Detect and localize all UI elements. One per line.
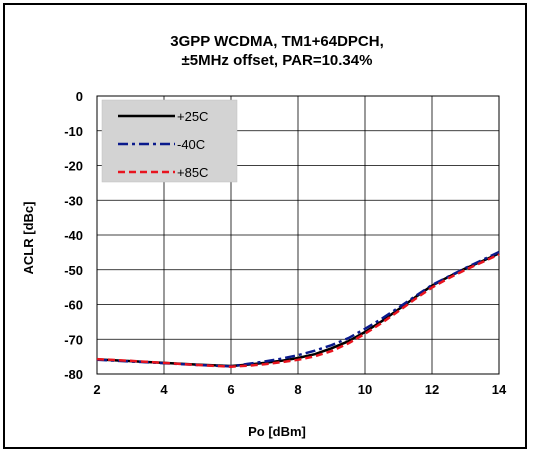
- y-axis-label: ACLR [dBc]: [21, 202, 36, 275]
- series-lines: [96, 250, 500, 368]
- x-tick-label: 4: [160, 382, 168, 397]
- x-tick-label: 6: [227, 382, 234, 397]
- x-axis-label: Po [dBm]: [248, 424, 306, 439]
- x-tick-label: 2: [93, 382, 100, 397]
- legend: +25C -40C +85C: [101, 99, 238, 183]
- y-tick-label: -30: [64, 193, 83, 208]
- y-tick-label: -40: [64, 228, 83, 243]
- chart-frame: 3GPP WCDMA, TM1+64DPCH, ±5MHz offset, PA…: [3, 3, 527, 449]
- y-tick-label: -60: [64, 298, 83, 313]
- x-tick-label: 12: [425, 382, 439, 397]
- y-tick-label: 0: [76, 89, 83, 104]
- aclr-chart: 3GPP WCDMA, TM1+64DPCH, ±5MHz offset, PA…: [21, 33, 507, 439]
- legend-label: +25C: [177, 109, 208, 124]
- y-tick-labels: 0 -10 -20 -30 -40 -50 -60 -70 -80: [64, 89, 83, 382]
- x-tick-labels: 2 4 6 8 10 12 14: [93, 382, 507, 397]
- y-tick-label: -80: [64, 367, 83, 382]
- chart-title-line2: ±5MHz offset, PAR=10.34%: [182, 52, 373, 69]
- legend-label: -40C: [177, 137, 205, 152]
- x-tick-label: 14: [492, 382, 507, 397]
- y-tick-label: -70: [64, 332, 83, 347]
- plot-area: [96, 95, 500, 375]
- y-tick-label: -20: [64, 159, 83, 174]
- x-tick-label: 8: [294, 382, 301, 397]
- x-tick-label: 10: [358, 382, 372, 397]
- y-tick-label: -10: [64, 124, 83, 139]
- y-tick-label: -50: [64, 263, 83, 278]
- chart-title-line1: 3GPP WCDMA, TM1+64DPCH,: [170, 33, 384, 50]
- legend-label: +85C: [177, 165, 208, 180]
- series-line-+85C: [96, 253, 500, 368]
- legend-box: [101, 99, 238, 183]
